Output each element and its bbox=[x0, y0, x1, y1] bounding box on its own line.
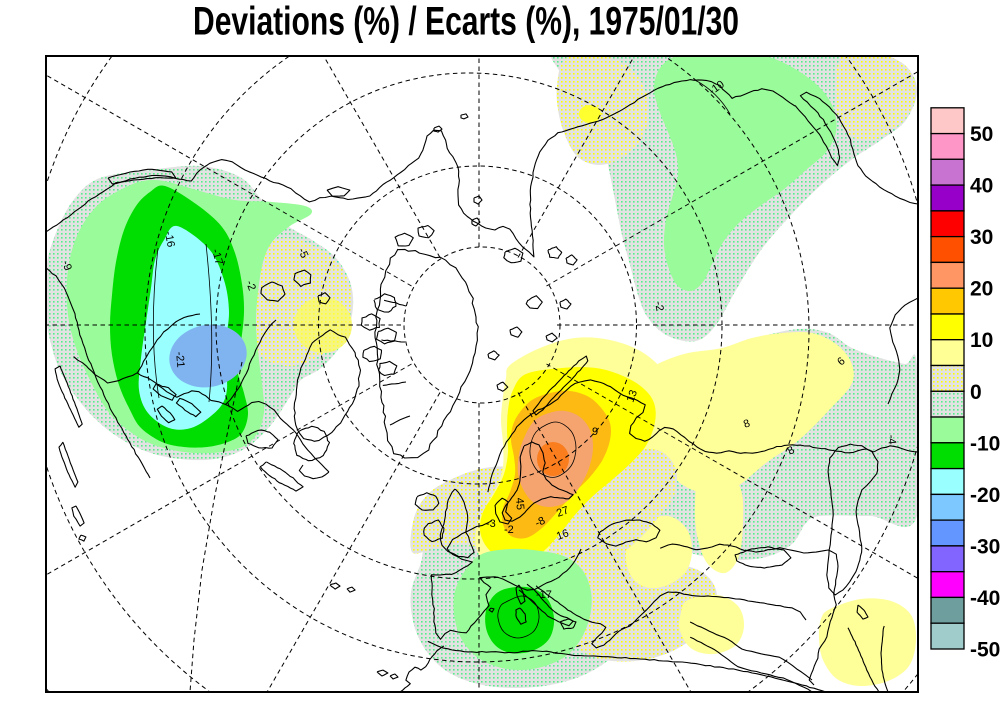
svg-text:10: 10 bbox=[970, 329, 993, 352]
svg-text:-2: -2 bbox=[504, 524, 514, 536]
svg-text:-2: -2 bbox=[243, 279, 258, 292]
svg-text:0: 0 bbox=[970, 381, 982, 404]
svg-text:27: 27 bbox=[555, 504, 571, 519]
svg-text:-50: -50 bbox=[970, 639, 1000, 662]
svg-text:-16: -16 bbox=[162, 230, 177, 248]
svg-text:-9: -9 bbox=[59, 259, 74, 272]
svg-text:-5: -5 bbox=[295, 246, 310, 260]
svg-text:9: 9 bbox=[592, 426, 598, 438]
svg-text:-2: -2 bbox=[652, 300, 666, 312]
svg-text:8: 8 bbox=[786, 444, 797, 457]
svg-text:-17: -17 bbox=[536, 589, 552, 601]
svg-text:-4: -4 bbox=[885, 434, 898, 445]
svg-text:13: 13 bbox=[625, 388, 640, 404]
svg-text:-20: -20 bbox=[970, 484, 1000, 507]
svg-text:30: 30 bbox=[970, 226, 993, 249]
svg-text:-40: -40 bbox=[970, 587, 1000, 610]
svg-text:16: 16 bbox=[555, 527, 571, 542]
svg-text:Deviations (%) / Ecarts (%), 1: Deviations (%) / Ecarts (%), 1975/01/30 bbox=[193, 0, 739, 44]
svg-text:50: 50 bbox=[970, 123, 993, 146]
svg-text:-21: -21 bbox=[173, 351, 186, 368]
svg-text:-10: -10 bbox=[970, 432, 1000, 455]
svg-text:-8: -8 bbox=[533, 515, 547, 530]
svg-text:20: 20 bbox=[970, 278, 993, 301]
svg-text:45: 45 bbox=[513, 497, 526, 510]
svg-text:-17: -17 bbox=[209, 248, 225, 266]
svg-text:40: 40 bbox=[970, 175, 993, 198]
svg-text:8: 8 bbox=[742, 417, 752, 430]
svg-text:-3: -3 bbox=[486, 518, 496, 530]
svg-text:-30: -30 bbox=[970, 535, 1000, 558]
